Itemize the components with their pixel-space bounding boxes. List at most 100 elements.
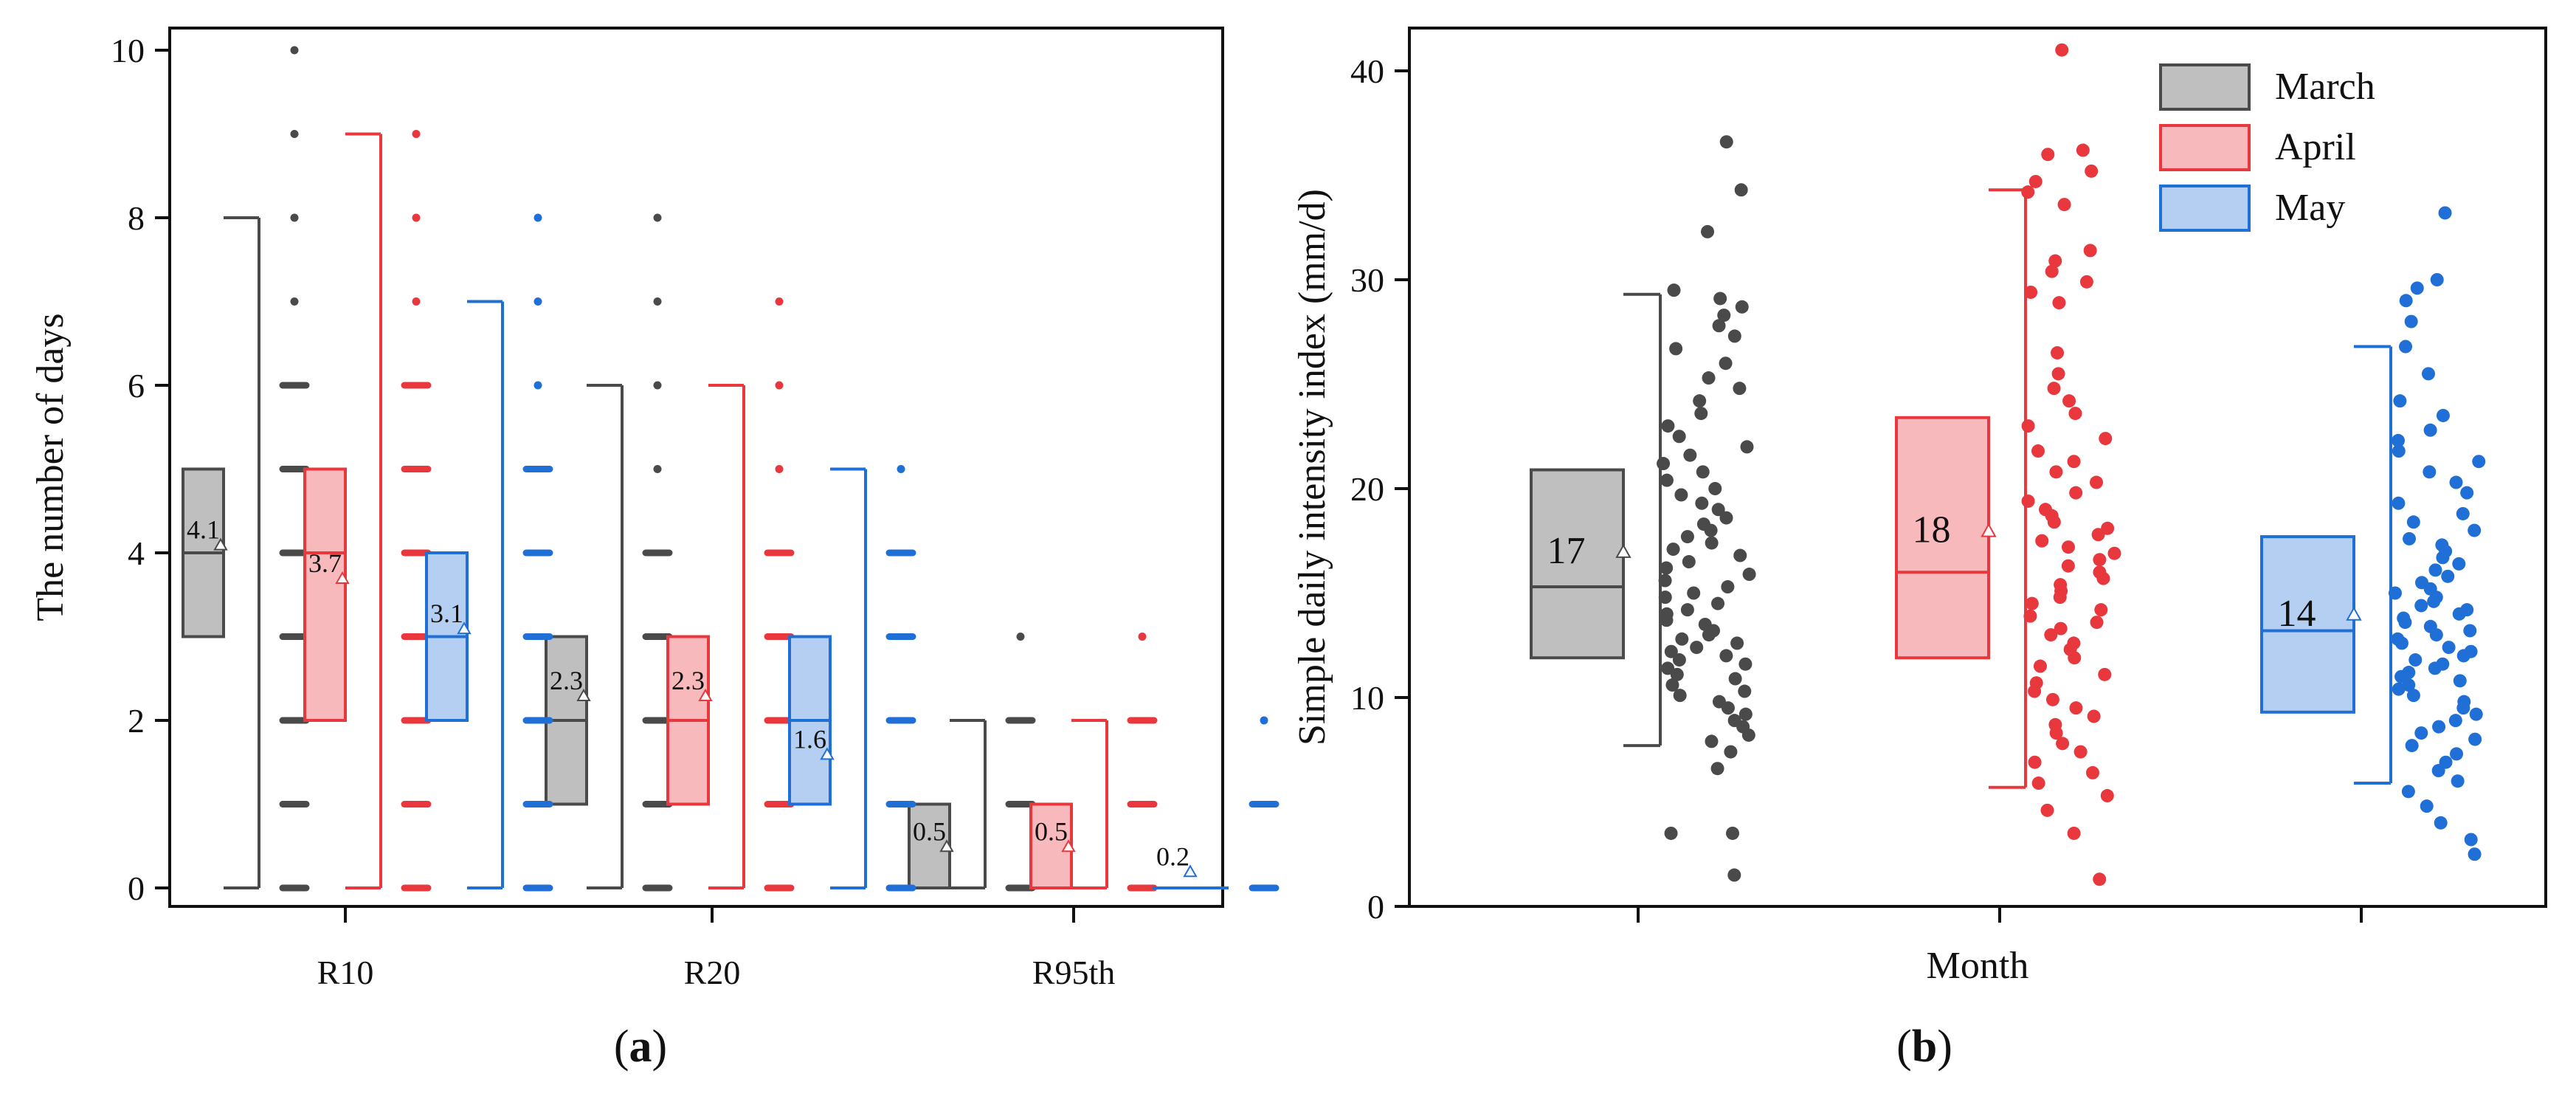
- data-point: [2090, 616, 2104, 630]
- box-april-r10: 3.7: [303, 130, 432, 892]
- data-point: [1672, 653, 1686, 667]
- data-point: [1719, 357, 1733, 371]
- data-point: [412, 130, 421, 138]
- data-point: [2397, 611, 2411, 625]
- data-point: [897, 465, 905, 473]
- data-point: [412, 213, 421, 222]
- panel-a-plot-area: 4.1 2.3 0.5 3.7 2.3 0.5 3.1 1.6 0.2: [182, 46, 1280, 892]
- data-point: [653, 297, 662, 306]
- data-point: [2420, 799, 2434, 813]
- data-point: [2457, 695, 2471, 709]
- data-point: [2430, 273, 2444, 286]
- data-point: [2031, 444, 2045, 458]
- x-tick-label: R10: [317, 954, 374, 991]
- panel-b-x-axis-title: Month: [1927, 945, 2029, 987]
- data-point: [1687, 586, 1701, 600]
- data-point: [2049, 465, 2063, 479]
- data-point: [1698, 617, 1712, 631]
- data-point: [1680, 603, 1694, 617]
- data-point: [2388, 586, 2402, 600]
- mean-marker: [213, 537, 228, 551]
- data-point: [2402, 666, 2416, 680]
- y-tick-label: 6: [128, 367, 145, 404]
- data-point: [1680, 530, 1694, 544]
- data-point: [1719, 511, 1733, 525]
- data-point: [2055, 43, 2069, 57]
- box-may-r10: 3.1: [425, 213, 553, 892]
- box-april-r20: 2.3: [666, 297, 795, 892]
- data-point: [1016, 633, 1025, 641]
- data-point: [2069, 486, 2083, 500]
- panel-b-y-axis-title: Simple daily intensity index (mm/d): [1291, 189, 1333, 745]
- legend-label-april: April: [2275, 126, 2356, 168]
- data-point: [775, 381, 784, 390]
- data-point: [2410, 281, 2424, 295]
- y-tick-label: 0: [128, 869, 145, 907]
- panel-a-y-axis: 0 2 4 6 8 10: [111, 32, 170, 907]
- data-point: [2434, 816, 2448, 830]
- mean-marker: [1183, 864, 1198, 878]
- data-point: [2085, 765, 2099, 779]
- y-tick-label: 4: [128, 534, 145, 572]
- data-point: [2460, 603, 2474, 617]
- data-point: [2464, 833, 2478, 847]
- box-march-r95th: 0.5: [908, 633, 1036, 892]
- data-point: [1260, 716, 1268, 725]
- data-point: [2435, 538, 2449, 552]
- box-march: 17: [1530, 135, 1756, 882]
- box-march-r20: 2.3: [545, 213, 673, 892]
- data-point: [1658, 574, 1672, 588]
- data-point: [2044, 628, 2058, 642]
- data-point: [2406, 689, 2420, 703]
- data-point: [2448, 714, 2462, 728]
- legend-swatch-march: [2159, 63, 2251, 111]
- legend-entry-may: May: [2159, 185, 2345, 232]
- data-point: [1696, 465, 1710, 479]
- data-point: [2045, 264, 2059, 278]
- data-point: [1702, 371, 1716, 385]
- data-point: [2406, 515, 2420, 529]
- y-tick-label: 10: [1350, 679, 1384, 717]
- data-point: [653, 465, 662, 473]
- data-point: [2468, 523, 2482, 537]
- data-point: [2423, 619, 2437, 633]
- mean-label: 17: [1547, 530, 1586, 572]
- panel-a-y-axis-title: The number of days: [30, 313, 72, 621]
- data-point: [2062, 540, 2076, 554]
- data-point: [2068, 407, 2082, 421]
- data-point: [2054, 578, 2068, 592]
- mean-marker: [2346, 606, 2362, 621]
- data-point: [1730, 636, 1744, 650]
- data-point: [1670, 667, 1684, 681]
- data-point: [2028, 755, 2042, 769]
- data-point: [1138, 633, 1147, 641]
- data-point: [2456, 506, 2470, 520]
- box-may-r20: 1.6: [788, 465, 916, 892]
- data-point: [2024, 285, 2038, 299]
- data-point: [2038, 503, 2052, 517]
- data-point: [2414, 726, 2428, 740]
- x-tick-label: R95th: [1032, 954, 1115, 991]
- panel-b-frame: [1408, 27, 2547, 908]
- data-point: [2469, 707, 2483, 721]
- panel-b-y-axis: 0 10 20 30 40: [1350, 52, 1409, 926]
- data-point: [2463, 624, 2477, 638]
- data-point: [1733, 548, 1747, 562]
- data-point: [1660, 607, 1674, 621]
- data-point: [1695, 496, 1709, 510]
- data-point: [1682, 555, 1696, 569]
- data-point: [2423, 465, 2437, 479]
- y-tick-label: 10: [111, 32, 145, 69]
- data-point: [2453, 674, 2467, 688]
- data-point: [2056, 737, 2070, 751]
- data-point: [1724, 745, 1738, 759]
- data-point: [2047, 382, 2061, 396]
- data-point: [1664, 826, 1678, 840]
- data-point: [2093, 872, 2107, 886]
- data-point: [2029, 676, 2043, 690]
- legend: March April May: [2159, 63, 2375, 232]
- data-point: [2090, 475, 2104, 489]
- data-point: [2452, 557, 2466, 571]
- data-point: [2076, 143, 2090, 157]
